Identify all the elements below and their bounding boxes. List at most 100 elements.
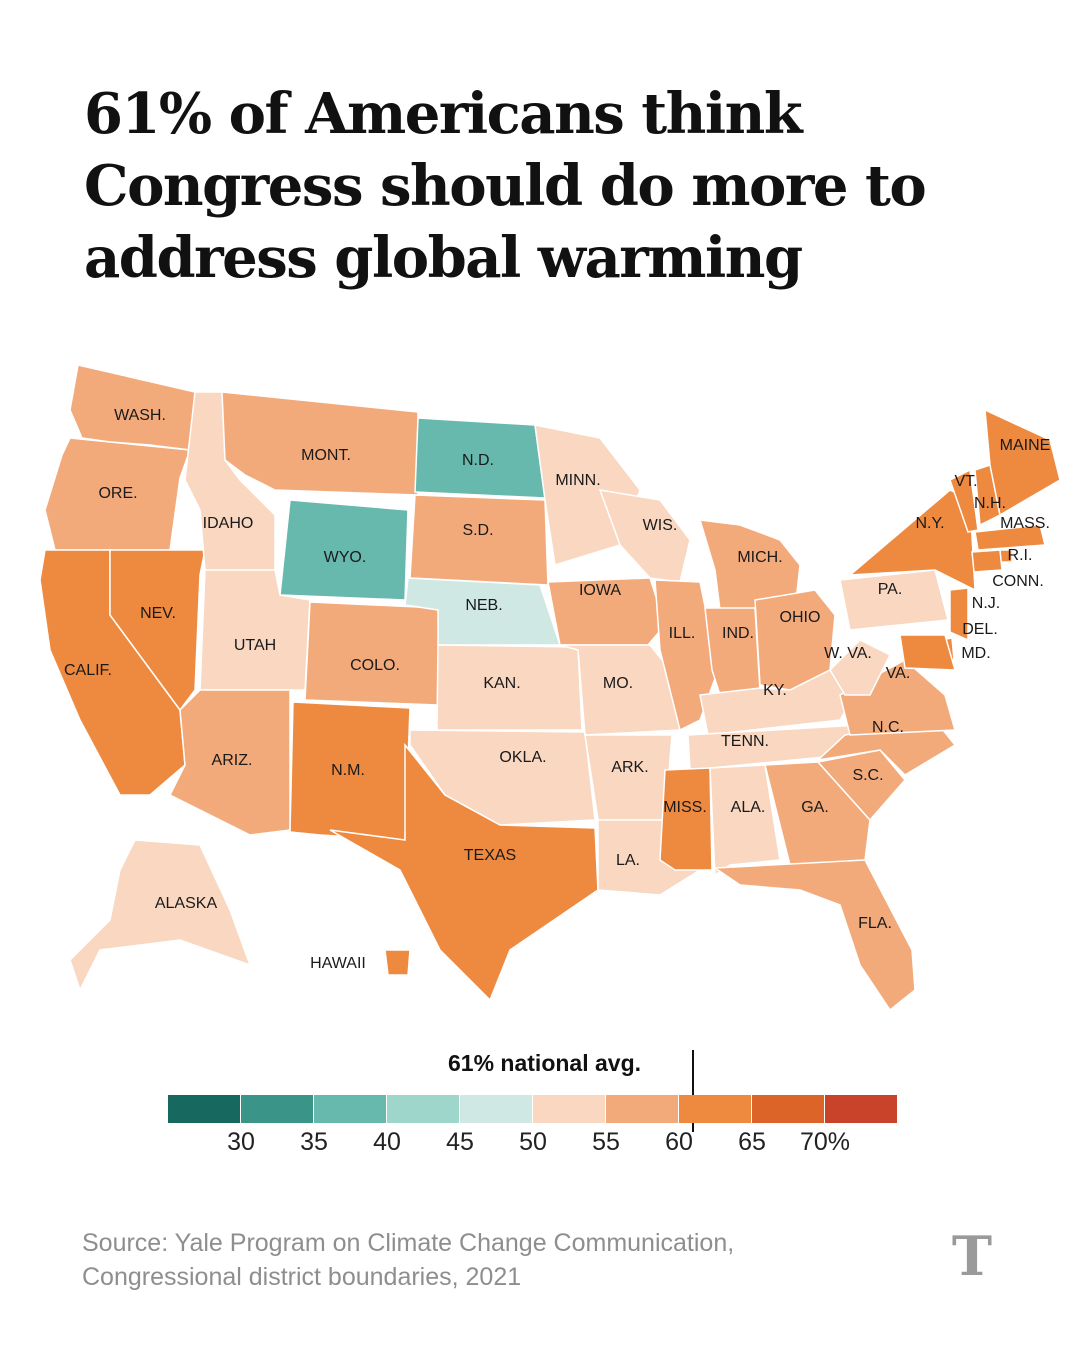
legend-tick-label: 60: [665, 1128, 693, 1156]
legend-swatch: [752, 1095, 824, 1123]
national-avg-marker: [692, 1050, 694, 1132]
state-label-wash: WASH.: [114, 407, 166, 424]
state-mont: [221, 391, 419, 496]
state-ill: [654, 579, 719, 732]
state-vt: [949, 468, 979, 533]
legend-ticks: 30 35 40 45 50 55 60 65 70%: [168, 1128, 908, 1162]
state-alaska: [69, 839, 252, 992]
state-label-mont: MONT.: [301, 447, 351, 464]
state-label-ariz: ARIZ.: [212, 752, 253, 769]
state-ala: [709, 764, 781, 877]
state-label-wyo: WYO.: [324, 549, 367, 566]
state-label-ark: ARK.: [611, 759, 648, 776]
legend-swatch: [460, 1095, 532, 1123]
state-n-y: [847, 489, 976, 592]
legend-swatch: [314, 1095, 386, 1123]
state-label-r-i: R.I.: [1008, 547, 1033, 564]
legend-tick-label: 30: [227, 1128, 255, 1156]
legend-swatch: [606, 1095, 678, 1123]
state-label-n-m: N.M.: [331, 762, 365, 779]
state-pa: [839, 569, 949, 631]
state-label-wis: WIS.: [643, 517, 678, 534]
national-avg-label: 61% national avg.: [448, 1050, 642, 1076]
state-label-s-d: S.D.: [462, 522, 493, 539]
state-label-n-y: N.Y.: [915, 515, 944, 532]
legend-swatch: [533, 1095, 605, 1123]
state-va: [839, 659, 956, 736]
state-kan: [436, 644, 583, 731]
state-label-calif: CALIF.: [64, 662, 112, 679]
legend-tick-label: 40: [373, 1128, 401, 1156]
state-maine: [984, 408, 1061, 517]
state-label-mich: MICH.: [737, 549, 782, 566]
state-label-minn: MINN.: [555, 472, 600, 489]
state-label-miss: MISS.: [663, 799, 707, 816]
state-miss: [659, 767, 713, 871]
state-label-alaska: ALASKA: [155, 895, 218, 912]
source-note: Source: Yale Program on Climate Change C…: [82, 1226, 902, 1294]
state-label-tenn: TENN.: [721, 733, 769, 750]
nyt-logo-icon: T: [951, 1224, 993, 1288]
state-label-ala: ALA.: [731, 799, 766, 816]
state-ariz: [168, 689, 291, 836]
state-label-idaho: IDAHO: [203, 515, 254, 532]
state-mass: [974, 524, 1046, 551]
us-choropleth-map: WASH. ORE. CALIF. NEV. IDAHO MONT. WYO. UTAH ARI…: [0, 350, 1080, 1030]
state-label-colo: COLO.: [350, 657, 400, 674]
state-label-ind: IND.: [722, 625, 754, 642]
state-label-iowa: IOWA: [579, 582, 621, 599]
state-n-j: [949, 587, 969, 642]
state-label-ore: ORE.: [98, 485, 137, 502]
state-label-mass: MASS.: [1000, 515, 1050, 532]
state-ga: [764, 761, 871, 866]
legend-swatches: [168, 1095, 898, 1123]
state-label-maine: MAINE: [1000, 437, 1051, 454]
state-texas: [329, 742, 599, 1002]
state-label-n-j: N.J.: [972, 595, 1000, 612]
state-colo: [304, 601, 441, 706]
state-label-w-va: W. VA.: [824, 645, 872, 662]
legend-tick-label: 70%: [799, 1128, 851, 1156]
legend-swatch: [241, 1095, 313, 1123]
source-line-2: Congressional district boundaries, 2021: [82, 1263, 522, 1291]
state-label-conn: CONN.: [992, 573, 1044, 590]
state-hawaii: [384, 949, 411, 976]
state-conn: [971, 549, 1003, 573]
map-svg: WASH. ORE. CALIF. NEV. IDAHO MONT. WYO. UTAH ARI…: [39, 364, 1061, 1012]
state-label-va: VA.: [886, 665, 911, 682]
state-label-del: DEL.: [962, 621, 998, 638]
state-fla: [712, 859, 916, 1012]
state-label-okla: OKLA.: [499, 749, 546, 766]
state-label-kan: KAN.: [483, 675, 520, 692]
state-mich: [698, 519, 801, 611]
state-s-d: [409, 494, 549, 586]
legend-tick-label: 65: [738, 1128, 766, 1156]
legend-tick-label: 35: [300, 1128, 328, 1156]
legend-swatch: [679, 1095, 751, 1123]
color-legend: 61% national avg. 30 35 40 45 50 55 60 65 70%: [0, 1040, 1080, 1170]
state-label-ohio: OHIO: [780, 609, 821, 626]
legend-tick-label: 55: [592, 1128, 620, 1156]
state-md: [899, 634, 957, 671]
state-label-nev: NEV.: [140, 605, 176, 622]
legend-swatch: [825, 1095, 897, 1123]
legend-swatch: [387, 1095, 459, 1123]
state-label-pa: PA.: [878, 581, 903, 598]
legend-swatch: [168, 1095, 240, 1123]
state-label-mo: MO.: [603, 675, 633, 692]
state-label-n-d: N.D.: [462, 452, 494, 469]
state-label-vt: VT.: [954, 473, 977, 490]
source-line-1: Source: Yale Program on Climate Change C…: [82, 1229, 735, 1257]
state-iowa: [547, 577, 666, 646]
state-label-n-h: N.H.: [974, 495, 1006, 512]
state-ark: [584, 734, 673, 821]
state-label-ky: KY.: [763, 682, 787, 699]
state-label-fla: FLA.: [858, 915, 892, 932]
state-label-n-c: N.C.: [872, 719, 904, 736]
legend-tick-label: 50: [519, 1128, 547, 1156]
headline: 61% of Americans think Congress should d…: [84, 81, 927, 291]
state-label-md: MD.: [961, 645, 990, 662]
state-label-la: LA.: [616, 852, 640, 869]
state-label-neb: NEB.: [465, 597, 502, 614]
state-w-va: [829, 639, 892, 696]
